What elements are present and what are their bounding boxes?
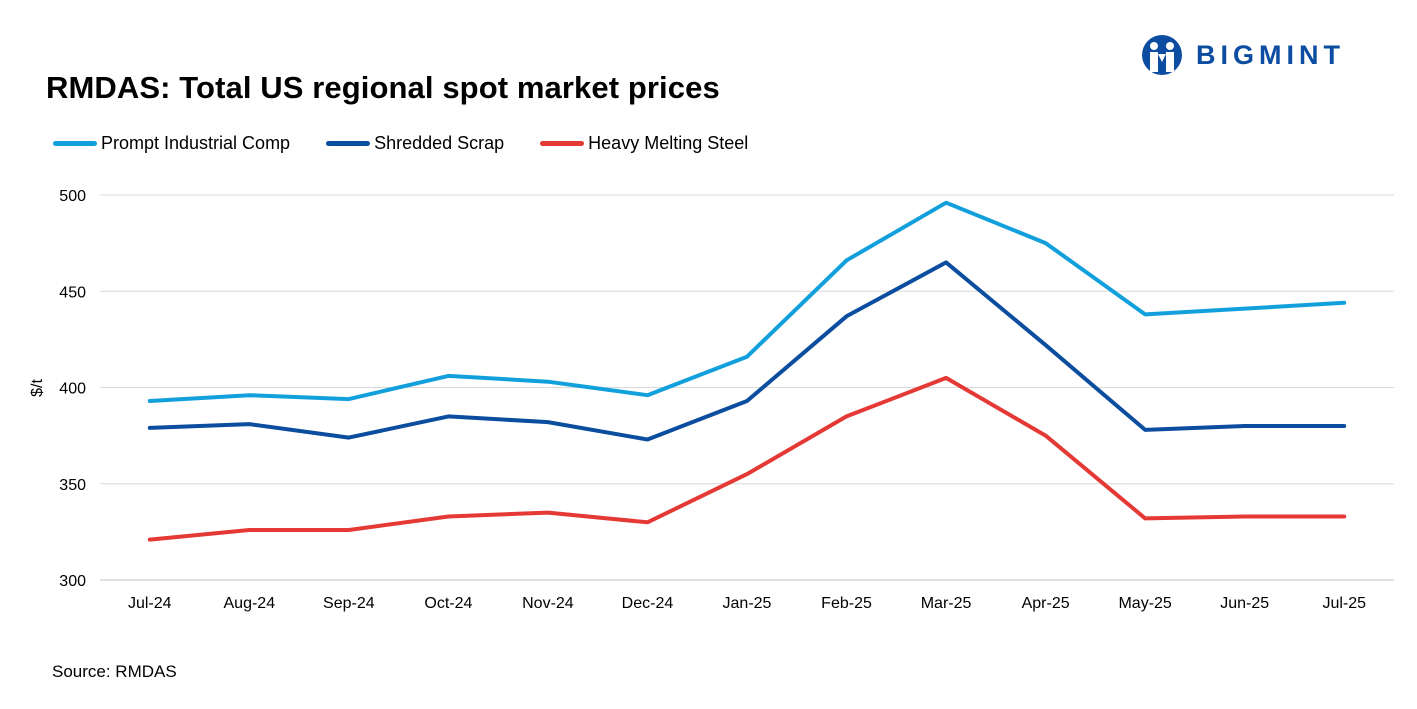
x-tick-label: Jul-24 <box>128 595 172 612</box>
x-tick-label: Dec-24 <box>622 595 674 612</box>
x-tick-label: Oct-24 <box>424 595 472 612</box>
y-tick-label: 450 <box>59 284 86 301</box>
y-tick-label: 500 <box>59 188 86 205</box>
series-line-shredded-scrap <box>147 260 1347 442</box>
bigmint-logo: BIGMINT <box>1140 30 1345 80</box>
y-tick-label: 300 <box>59 573 86 590</box>
series-line-prompt-industrial-comp <box>147 200 1347 403</box>
legend-swatch <box>53 140 97 146</box>
legend-label: Heavy Melting Steel <box>588 132 749 153</box>
axes: 300 350 400 450 500 Jul-24 Aug-24 Sep-24 Oct-24 N… <box>59 188 1366 612</box>
bigmint-logo-text: BIGMINT <box>1196 39 1345 70</box>
x-tick-label: Jul-25 <box>1322 595 1366 612</box>
legend-label: Shredded Scrap <box>374 132 505 153</box>
bigmint-logo-icon <box>1142 35 1182 75</box>
y-tick-label: 350 <box>59 477 86 494</box>
chart-title: RMDAS: Total US regional spot market pri… <box>46 70 720 105</box>
legend-swatch <box>326 140 371 146</box>
legend-item-heavy-melting-steel: Heavy Melting Steel <box>540 133 748 154</box>
series-line-heavy-melting-steel <box>147 375 1347 542</box>
gridlines <box>100 194 1394 581</box>
y-axis-label: $/t <box>29 379 46 397</box>
x-tick-label: Jan-25 <box>723 595 772 612</box>
x-tick-label: Jun-25 <box>1220 595 1269 612</box>
y-tick-label: 400 <box>59 381 86 398</box>
x-tick-label: Apr-25 <box>1022 595 1070 612</box>
source-note: Source: RMDAS <box>52 662 177 681</box>
x-tick-label: May-25 <box>1118 595 1171 612</box>
x-tick-label: Nov-24 <box>522 595 574 612</box>
series-lines <box>147 200 1347 542</box>
legend-label: Prompt Industrial Comp <box>101 132 291 153</box>
x-tick-label: Feb-25 <box>821 595 872 612</box>
legend-swatch <box>540 140 585 146</box>
legend-item-prompt-industrial-comp: Prompt Industrial Comp <box>53 133 290 154</box>
chart-legend: Prompt Industrial Comp Shredded Scrap He… <box>53 131 784 155</box>
x-tick-label: Aug-24 <box>224 595 276 612</box>
legend-item-shredded-scrap: Shredded Scrap <box>326 133 504 154</box>
x-tick-label: Sep-24 <box>323 595 375 612</box>
x-tick-label: Mar-25 <box>921 595 972 612</box>
